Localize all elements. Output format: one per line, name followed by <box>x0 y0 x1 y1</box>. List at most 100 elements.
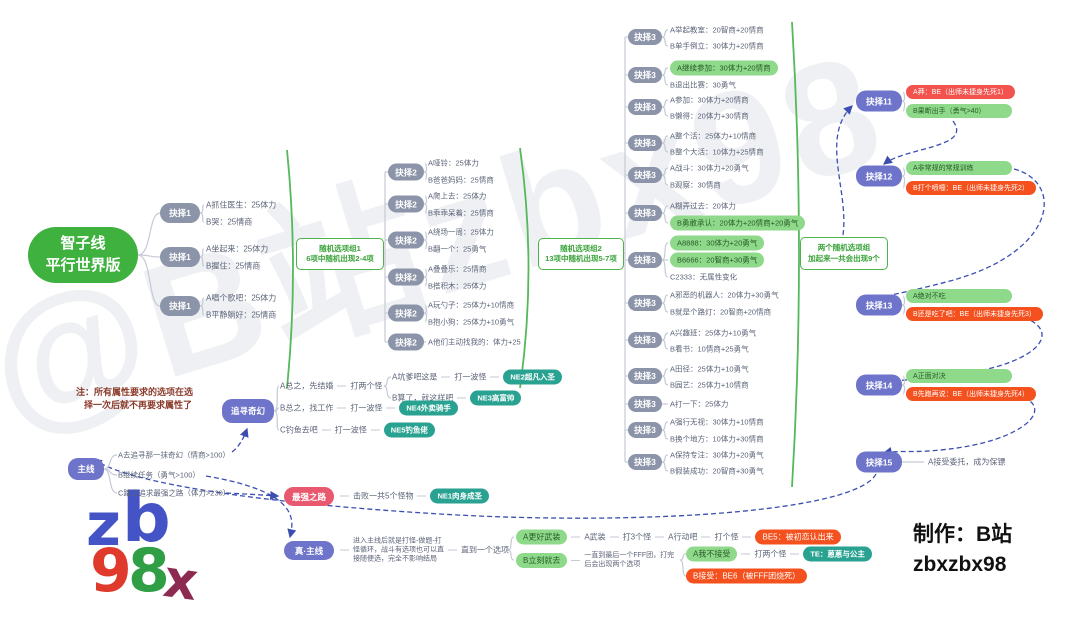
decision-pill[interactable]: 抉择2 <box>388 163 424 181</box>
decision-option[interactable]: A整个活：25体力+10情商 <box>670 131 757 141</box>
decision-option[interactable]: B还是吃了吧：BE（出师未捷身先死3） <box>906 307 1043 321</box>
decision-option[interactable]: A强行无视：30体力+10情商 <box>670 417 764 427</box>
decision-option[interactable]: A邪恶的机器人：20体力+30勇气 <box>670 290 779 300</box>
choice-pill[interactable]: A更好武装 <box>516 529 568 545</box>
late-decision-pill[interactable]: 抉择11 <box>856 90 902 112</box>
decision-option[interactable]: B看书：10情商+25勇气 <box>670 344 749 354</box>
step-text[interactable]: C钓鱼去吧 <box>280 425 318 435</box>
decision-option[interactable]: A叠叠乐：25情商 <box>428 264 487 274</box>
decision-option[interactable]: A爬上去：25体力 <box>428 191 487 201</box>
decision-pill[interactable]: 抉择3 <box>628 368 662 384</box>
decision-option[interactable]: A他们主动找我的：体力+25 <box>428 337 521 347</box>
decision-option[interactable]: B退出比赛：30勇气 <box>670 80 736 90</box>
step-text[interactable]: A坑爹吧这是 <box>392 372 438 382</box>
step-text[interactable]: 打个怪 <box>714 532 739 542</box>
ending-pill[interactable]: NE1肉身成圣 <box>430 488 490 504</box>
decision-option[interactable]: A兴趣班：25体力+10勇气 <box>670 328 757 338</box>
choice-pill[interactable]: B立刻就去 <box>516 552 568 568</box>
decision-pill[interactable]: 抉择3 <box>628 252 662 268</box>
decision-option[interactable]: A举起教室：20智商+20情商 <box>670 25 764 35</box>
decision-option[interactable]: A非常规的常规训练 <box>906 161 1012 175</box>
decision-option[interactable]: B懒得：20体力+30情商 <box>670 111 749 121</box>
decision-pill[interactable]: 抉择3 <box>628 135 662 151</box>
decision-option[interactable]: A绕场一周：25体力 <box>428 227 494 237</box>
fantasy-pill[interactable]: 追寻奇幻 <box>222 399 274 423</box>
late-decision-pill[interactable]: 抉择13 <box>856 294 902 316</box>
decision-pill[interactable]: 抉择2 <box>388 195 424 213</box>
late-decision-pill[interactable]: 抉择14 <box>856 374 902 396</box>
decision-pill[interactable]: 抉择3 <box>628 332 662 348</box>
decision-option[interactable]: B单手倒立：30体力+20情商 <box>670 41 764 51</box>
decision-pill[interactable]: 抉择3 <box>628 205 662 221</box>
step-text[interactable]: 击败一共5个怪物 <box>353 491 414 501</box>
step-text[interactable]: 打一波怪 <box>334 425 367 435</box>
decision-pill[interactable]: 抉择1 <box>160 247 200 267</box>
decision-pill[interactable]: 抉择2 <box>388 304 424 322</box>
decision-option[interactable]: B整个大活：10体力+25情商 <box>670 147 764 157</box>
decision-option[interactable]: A糊弄过去：20体力 <box>670 201 736 211</box>
decision-option[interactable]: A绝对不吃 <box>906 289 1012 303</box>
decision-option[interactable]: B哭：25情商 <box>206 217 253 227</box>
late-decision-pill[interactable]: 抉择15 <box>856 451 902 473</box>
decision-option[interactable]: B握住：25情商 <box>206 261 261 271</box>
late-decision-pill[interactable]: 抉择12 <box>856 165 902 187</box>
ending-pill[interactable]: NE5钓鱼佬 <box>383 422 435 438</box>
decision-pill[interactable]: 抉择3 <box>628 454 662 470</box>
decision-option[interactable]: B搭积木：25体力 <box>428 281 487 291</box>
ending-pill[interactable]: TE：蒽蒽与公主 <box>803 546 872 562</box>
decision-option[interactable]: A正面对决 <box>906 369 1012 383</box>
root-node[interactable]: 智子线 平行世界版 <box>28 227 138 283</box>
decision-option[interactable]: A莽：BE（出师未捷身先死1） <box>906 85 1015 99</box>
decision-option[interactable]: A8888：30体力+20勇气 <box>670 235 765 251</box>
decision-option[interactable]: B观察：30情商 <box>670 180 721 190</box>
ending-pill[interactable]: B接受：BE6（被FFF团烧死） <box>686 568 808 584</box>
ending-pill[interactable]: NE2超凡入圣 <box>503 369 562 385</box>
decision-option[interactable]: B抱小狗：25体力+10勇气 <box>428 317 515 327</box>
decision-option[interactable]: A玩勺子：25体力+10情商 <box>428 300 515 310</box>
decision-option[interactable]: B打个喷嚏：BE（出师未捷身先死2） <box>906 181 1036 195</box>
step-text[interactable]: A总之，先结婚 <box>280 381 334 391</box>
decision-option[interactable]: A哑铃：25体力 <box>428 158 479 168</box>
step-text[interactable]: 打两个怪 <box>754 549 787 559</box>
decision-option[interactable]: A抓住医生：25体力 <box>206 200 277 210</box>
decision-pill[interactable]: 抉择1 <box>160 203 200 223</box>
decision-option[interactable]: B平静躺好：25情商 <box>206 310 277 320</box>
decision-pill[interactable]: 抉择3 <box>628 167 662 183</box>
decision-option[interactable]: B勇敢承认：20体力+20情商+20勇气 <box>670 215 806 231</box>
step-text[interactable]: 打两个怪 <box>350 381 383 391</box>
decision-option[interactable]: B翻一个：25勇气 <box>428 244 487 254</box>
decision-option[interactable]: A参加：30体力+20情商 <box>670 95 749 105</box>
decision-option[interactable]: B爸爸妈妈：25情商 <box>428 175 494 185</box>
mainline-option[interactable]: A去追寻那一抹奇幻（情商>100） <box>118 450 230 460</box>
decision-option[interactable]: B就是个路灯：20智商+20情商 <box>670 307 772 317</box>
decision-pill[interactable]: 抉择3 <box>628 29 662 45</box>
decision-option[interactable]: A唱个歌吧：25体力 <box>206 293 277 303</box>
step-text[interactable]: 打一波怪 <box>454 372 487 382</box>
ending-pill[interactable]: BE5：被初恋认出来 <box>755 529 841 545</box>
decision-option[interactable]: B假装成功：20智商+30勇气 <box>670 466 764 476</box>
decision-option[interactable]: B先跑再说：BE（出师未捷身先死4） <box>906 387 1036 401</box>
decision-option[interactable]: B园艺：25体力+10情商 <box>670 380 749 390</box>
ending-pill[interactable]: NE3高富帅 <box>470 390 522 406</box>
decision-pill[interactable]: 抉择2 <box>388 231 424 249</box>
combined-groups-node[interactable]: 两个随机选项组 加起来一共会出现9个 <box>800 237 888 270</box>
decision-option[interactable]: A田径：25体力+10勇气 <box>670 364 749 374</box>
mainline-pill[interactable]: 主线 <box>68 458 104 480</box>
decision-option[interactable]: B果断出手（勇气>40） <box>906 104 1012 118</box>
step-text[interactable]: B总之，找工作 <box>280 403 334 413</box>
decision-option[interactable]: A保持专注：30体力+20勇气 <box>670 450 764 460</box>
decision-pill[interactable]: 抉择3 <box>628 99 662 115</box>
decision-pill[interactable]: 抉择2 <box>388 333 424 351</box>
decision-option[interactable]: B6666：20智商+30勇气 <box>670 252 765 268</box>
step-text[interactable]: A行动吧 <box>668 532 698 542</box>
decision-pill[interactable]: 抉择3 <box>628 67 662 83</box>
random-group2-node[interactable]: 随机选项组2 13项中随机出现5-7项 <box>538 238 624 270</box>
decision-option[interactable]: A坐起来：25体力 <box>206 244 269 254</box>
decision-option[interactable]: A战斗：30体力+20勇气 <box>670 163 749 173</box>
decision-pill[interactable]: 抉择3 <box>628 422 662 438</box>
step-text[interactable]: A武装 <box>584 532 606 542</box>
strongest-path-pill[interactable]: 最强之路 <box>284 487 334 506</box>
decision-pill[interactable]: 抉择2 <box>388 268 424 286</box>
decision-pill[interactable]: 抉择3 <box>628 396 662 412</box>
decision-option[interactable]: A接受委托，成为保镖 <box>928 457 1006 467</box>
